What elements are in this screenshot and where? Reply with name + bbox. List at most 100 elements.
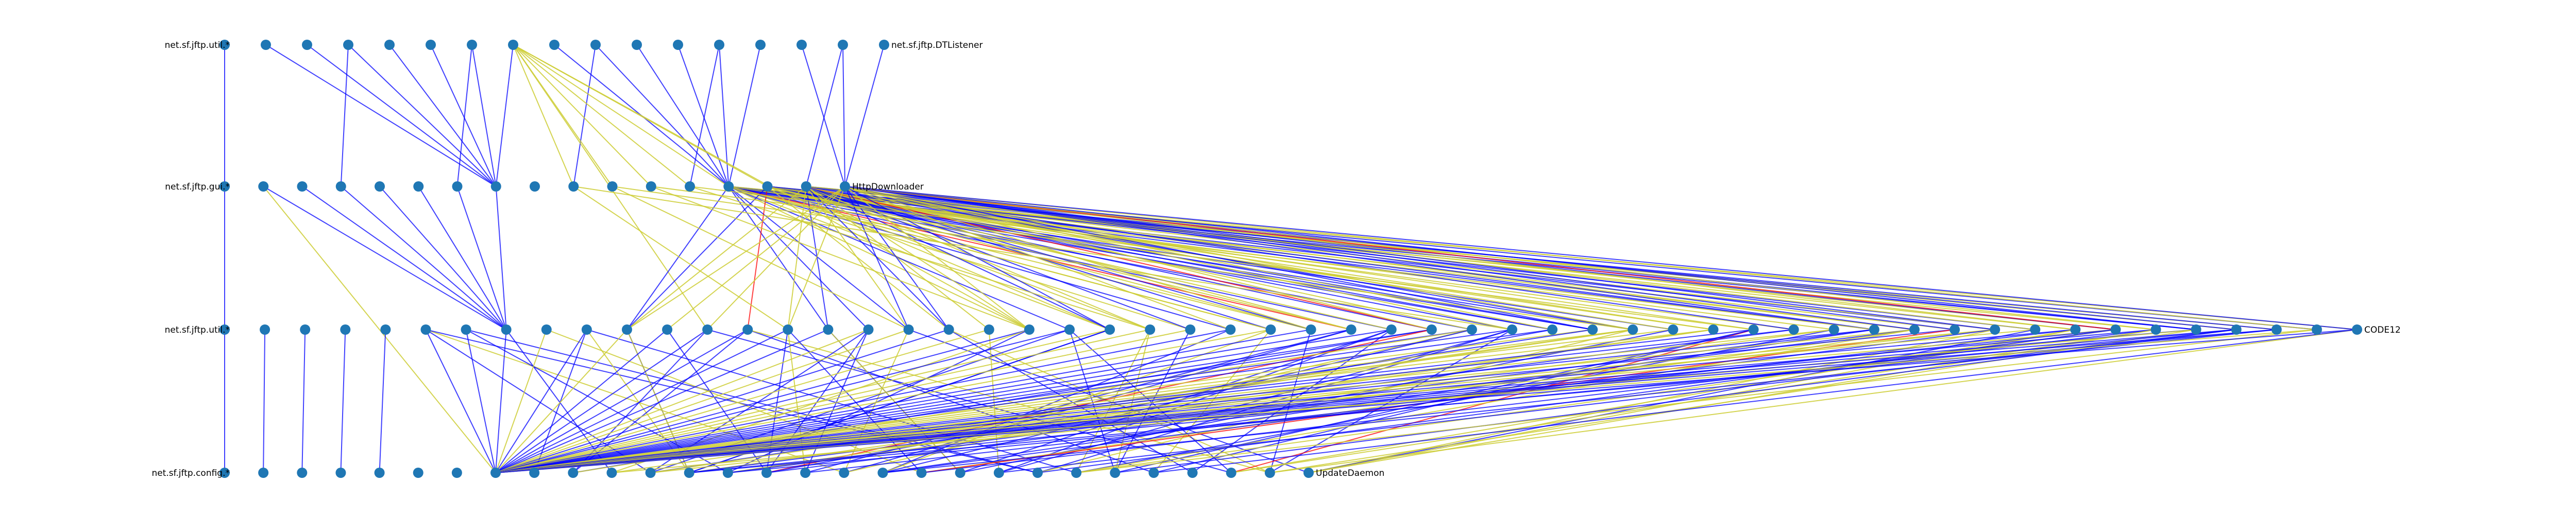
- edge-primary: [495, 329, 1311, 473]
- edge-secondary: [495, 329, 1271, 473]
- graph-node: [1032, 468, 1043, 478]
- edge-primary: [505, 329, 613, 473]
- edge-secondary: [707, 186, 845, 330]
- edge-primary: [495, 329, 2156, 473]
- edge-primary: [495, 329, 1794, 473]
- graph-node: [702, 324, 713, 335]
- graph-node: [2110, 324, 2121, 335]
- graph-node: [606, 468, 617, 478]
- graph-node: [508, 40, 518, 50]
- graph-node: [297, 468, 308, 478]
- graph-node: [783, 324, 793, 335]
- edge-secondary: [495, 329, 1714, 473]
- edge-primary: [379, 329, 386, 473]
- edge-primary: [418, 186, 507, 330]
- edge-primary: [572, 329, 708, 473]
- graph-node: [1788, 324, 1799, 335]
- edge-primary: [728, 186, 869, 330]
- edge-secondary: [806, 186, 1030, 330]
- edge-secondary: [651, 186, 1030, 330]
- edge-primary: [844, 186, 2196, 330]
- graph-node: [2311, 324, 2322, 335]
- edge-secondary: [767, 186, 1754, 330]
- edge-primary: [728, 186, 1231, 330]
- edge-secondary: [787, 186, 807, 330]
- edge-primary: [495, 329, 2076, 473]
- edge-primary: [495, 329, 1874, 473]
- graph-node: [1547, 324, 1558, 335]
- graph-node: [219, 324, 230, 335]
- graph-node: [413, 181, 424, 192]
- edge-secondary: [767, 186, 2116, 330]
- graph-node: [684, 468, 694, 478]
- edge-secondary: [612, 186, 909, 330]
- edge-primary: [806, 186, 1110, 330]
- graph-node: [420, 324, 431, 335]
- edge-primary: [495, 329, 1392, 473]
- graph-node: [1426, 324, 1437, 335]
- graph-node: [590, 40, 601, 50]
- layer-3-first-label: net.sf.jftp.config.*: [151, 468, 230, 478]
- edge-secondary: [988, 329, 999, 473]
- edge-primary: [495, 329, 2277, 473]
- graph-node: [1110, 468, 1121, 478]
- graph-node: [335, 468, 346, 478]
- graph-node: [1748, 324, 1759, 335]
- edge-primary: [307, 44, 497, 187]
- graph-node: [1507, 324, 1518, 335]
- edge-tertiary: [844, 186, 2116, 330]
- edge-primary: [626, 186, 730, 330]
- nodes: [219, 40, 2362, 478]
- graph-node: [380, 324, 391, 335]
- edge-secondary: [495, 329, 1673, 473]
- graph-node: [762, 181, 773, 192]
- graph-node: [685, 181, 695, 192]
- edge-primary: [340, 329, 346, 473]
- layer-2-last-label: CODE12: [2364, 325, 2401, 335]
- graph-node: [1064, 324, 1075, 335]
- edge-primary: [573, 44, 596, 187]
- edge-secondary: [1076, 329, 2317, 473]
- graph-node: [1950, 324, 1960, 335]
- edge-primary: [844, 186, 1955, 330]
- graph-node: [260, 324, 270, 335]
- edge-primary: [301, 186, 507, 330]
- edge-primary: [842, 44, 845, 187]
- edge-secondary: [495, 329, 1995, 473]
- edge-primary: [495, 329, 1070, 473]
- edge-primary: [844, 186, 1875, 330]
- graph-node: [374, 468, 385, 478]
- edge-primary: [805, 44, 843, 187]
- edge-primary: [998, 329, 2236, 473]
- edge-primary: [844, 186, 909, 330]
- graph-node: [1668, 324, 1679, 335]
- edge-primary: [677, 44, 730, 187]
- graph-node: [1226, 468, 1236, 478]
- edge-primary: [263, 329, 266, 473]
- edge-secondary: [844, 186, 1030, 330]
- edge-secondary: [667, 186, 845, 330]
- edge-secondary: [728, 186, 1271, 330]
- graph-node: [1466, 324, 1477, 335]
- graph-node: [258, 468, 269, 478]
- edge-primary: [948, 329, 1193, 473]
- graph-node: [2070, 324, 2081, 335]
- edge-secondary: [495, 329, 547, 473]
- edge-secondary: [513, 44, 574, 187]
- edge-primary: [844, 186, 950, 330]
- graph-node: [384, 40, 395, 50]
- edge-primary: [805, 186, 829, 330]
- edge-secondary: [495, 329, 990, 473]
- edge-primary: [495, 329, 507, 473]
- graph-node: [993, 468, 1004, 478]
- graph-node: [755, 40, 766, 50]
- edge-secondary: [844, 186, 1513, 330]
- layer-1-first-label: net.sf.jftp.gui.*: [165, 182, 230, 192]
- layer-2-first-label: net.sf.jftp.util.*: [165, 325, 230, 335]
- edge-primary: [767, 186, 1874, 330]
- graph-node: [1346, 324, 1357, 335]
- graph-node: [467, 40, 477, 50]
- edge-primary: [844, 186, 1915, 330]
- graph-node: [343, 40, 353, 50]
- graph-node: [340, 324, 351, 335]
